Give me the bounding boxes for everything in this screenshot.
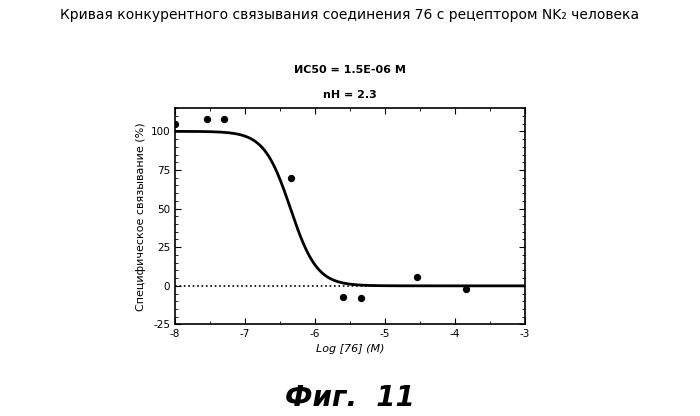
Y-axis label: Специфическое связывание (%): Специфическое связывание (%) (136, 122, 146, 311)
Text: Кривая конкурентного связывания соединения 76 с рецептором NK₂ человека: Кривая конкурентного связывания соединен… (60, 8, 640, 22)
Text: nH = 2.3: nH = 2.3 (323, 90, 377, 100)
Point (201, 116, 212, 122)
Point (218, 116, 230, 122)
Point (460, 286, 471, 292)
Point (285, 174, 296, 181)
X-axis label: Log [76] (M): Log [76] (M) (316, 344, 384, 354)
Point (411, 273, 422, 280)
Text: Фиг.  11: Фиг. 11 (285, 384, 415, 412)
Point (337, 293, 349, 300)
Point (355, 295, 366, 302)
Text: ИC50 = 1.5Е-06 М: ИC50 = 1.5Е-06 М (294, 65, 406, 75)
Point (169, 120, 181, 127)
